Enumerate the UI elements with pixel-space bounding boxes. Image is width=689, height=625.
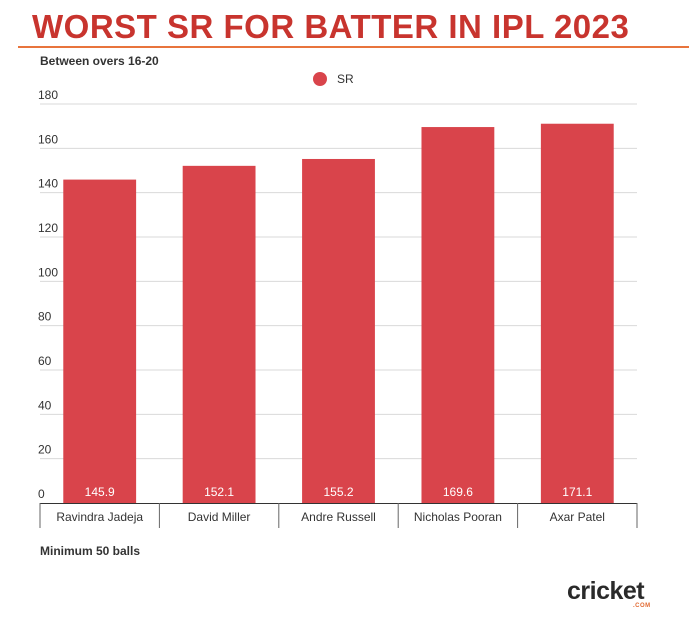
legend-label-sr: SR — [337, 72, 354, 86]
x-tick-label: Ravindra Jadeja — [56, 510, 143, 524]
x-tick-label: Andre Russell — [301, 510, 376, 524]
cricket-com-logo: cricket .COM — [567, 577, 663, 609]
chart-legend: SR — [313, 72, 354, 86]
title-divider — [18, 46, 689, 48]
bar — [302, 158, 375, 503]
chart-subtitle: Between overs 16-20 — [40, 54, 159, 68]
y-tick-label: 100 — [38, 265, 58, 279]
y-tick-label: 60 — [38, 354, 52, 368]
bar — [182, 165, 256, 503]
y-tick-label: 140 — [38, 177, 58, 191]
bar-data-label: 171.1 — [562, 485, 592, 499]
legend-swatch-sr — [313, 72, 327, 86]
bar — [421, 127, 495, 503]
bar-data-label: 155.2 — [323, 485, 353, 499]
x-tick-label: Axar Patel — [550, 510, 605, 524]
x-tick-label: David Miller — [188, 510, 251, 524]
bar-data-label: 152.1 — [204, 485, 234, 499]
y-tick-label: 180 — [38, 88, 58, 102]
logo-wordmark: cricket — [567, 577, 645, 605]
bar — [540, 123, 614, 503]
y-tick-label: 160 — [38, 132, 58, 146]
bar-data-label: 145.9 — [85, 485, 115, 499]
x-tick-label: Nicholas Pooran — [414, 510, 502, 524]
y-tick-label: 80 — [38, 310, 52, 324]
y-tick-label: 40 — [38, 398, 52, 412]
chart-title: WORST SR FOR BATTER IN IPL 2023 — [32, 8, 630, 45]
y-tick-label: 120 — [38, 221, 58, 235]
bar — [63, 179, 137, 504]
bar-data-label: 169.6 — [443, 485, 473, 499]
logo-suffix: .COM — [633, 603, 651, 609]
chart-footnote: Minimum 50 balls — [40, 544, 141, 558]
y-tick-label: 20 — [38, 443, 52, 457]
y-tick-label: 0 — [38, 487, 45, 501]
